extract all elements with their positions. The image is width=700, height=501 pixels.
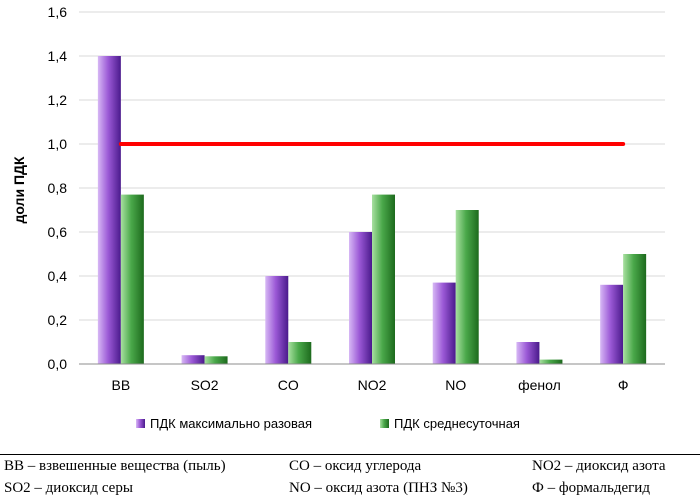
- bar: [623, 254, 647, 364]
- x-tick-labels: ВВ SO2 CO NO2 NO фенол Ф: [112, 377, 629, 393]
- bar: [288, 342, 312, 364]
- y-tick-label: 0,6: [48, 224, 68, 240]
- x-tick-label: фенол: [518, 377, 561, 393]
- y-tick-label: 1,4: [48, 48, 68, 64]
- bar: [455, 210, 479, 364]
- note-co: CO – оксид углерода: [289, 458, 422, 474]
- y-axis-label: доли ПДК: [11, 156, 27, 224]
- legend-swatch-max: [136, 419, 145, 428]
- bar: [181, 355, 205, 364]
- y-tick-label: 1,6: [48, 4, 68, 20]
- x-tick-label: Ф: [618, 377, 629, 393]
- y-tick-label: 1,0: [48, 136, 68, 152]
- bar-chart: 0,0 0,2 0,4 0,6 0,8 1,0 1,2 1,4 1,6 ВВ SO2 CO NO2 NO…: [11, 4, 665, 431]
- y-tick-label: 0,4: [48, 268, 68, 284]
- legend: ПДК максимально разовая ПДК среднесуточн…: [136, 416, 520, 431]
- x-tick-label: SO2: [191, 377, 219, 393]
- y-tick-labels: 0,0 0,2 0,4 0,6 0,8 1,0 1,2 1,4 1,6: [48, 4, 68, 372]
- x-tick-label: CO: [278, 377, 299, 393]
- note-vv: ВВ – взвешенные вещества (пыль): [4, 458, 226, 474]
- x-tick-label: ВВ: [112, 377, 131, 393]
- x-tick-label: NO2: [358, 377, 387, 393]
- x-tick-label: NO: [445, 377, 466, 393]
- bar: [265, 276, 289, 364]
- legend-label-max: ПДК максимально разовая: [150, 416, 312, 431]
- bar: [539, 359, 563, 364]
- legend-label-avg: ПДК среднесуточная: [394, 416, 520, 431]
- note-f: Ф – формальдегид: [532, 480, 650, 496]
- bar: [372, 194, 395, 364]
- notes-row: ВВ – взвешенные вещества (пыль) CO – окс…: [0, 455, 700, 477]
- note-no2: NO2 – диоксид азота: [532, 458, 666, 474]
- bar: [204, 356, 228, 364]
- bar: [120, 194, 144, 364]
- notes-row: SO2 – диоксид серы NO – оксид азота (ПНЗ…: [0, 477, 700, 499]
- abbreviation-notes: ВВ – взвешенные вещества (пыль) CO – окс…: [0, 454, 700, 499]
- legend-swatch-avg: [380, 419, 389, 428]
- bar: [432, 282, 456, 364]
- bar: [97, 56, 121, 364]
- bars: [97, 56, 647, 364]
- y-tick-label: 1,2: [48, 92, 68, 108]
- y-tick-label: 0,8: [48, 180, 68, 196]
- note-no: NO – оксид азота (ПНЗ №3): [289, 480, 468, 496]
- bar: [516, 342, 540, 364]
- y-tick-label: 0,0: [48, 356, 68, 372]
- bar: [349, 232, 372, 364]
- note-so2: SO2 – диоксид серы: [4, 480, 133, 496]
- y-tick-label: 0,2: [48, 312, 68, 328]
- bar: [600, 284, 624, 364]
